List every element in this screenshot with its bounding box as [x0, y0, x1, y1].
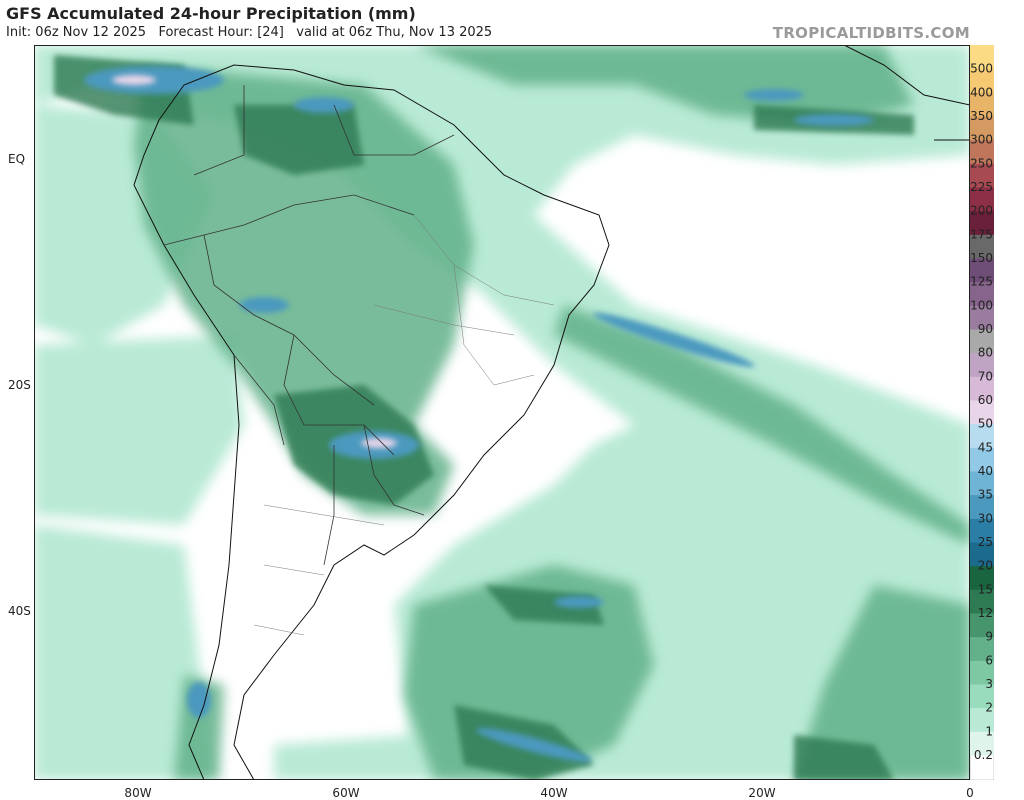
colorbar-swatch-125 — [970, 258, 994, 283]
colorbar-label-12: 12 — [978, 606, 993, 620]
colorbar-swatch-90 — [970, 305, 994, 330]
colorbar-swatch-250 — [970, 139, 994, 164]
colorbar-swatch-2 — [970, 684, 994, 709]
map-frame — [34, 45, 970, 780]
colorbar-label-200: 200 — [970, 204, 993, 218]
colorbar-label-225: 225 — [970, 180, 993, 194]
colorbar-label-3: 3 — [985, 677, 993, 691]
country-borders — [163, 85, 455, 566]
colorbar-swatch-225 — [970, 163, 994, 188]
colorbar-swatch-45 — [970, 423, 994, 448]
colorbar-swatch-35 — [970, 471, 994, 496]
colorbar-label-1: 1 — [985, 724, 993, 738]
colorbar-swatch-50 — [970, 400, 994, 425]
colorbar-label-40: 40 — [978, 464, 993, 478]
lon-label-40w: 40W — [540, 786, 568, 800]
map-title: GFS Accumulated 24-hour Precipitation (m… — [6, 4, 416, 23]
brand-watermark: TROPICALTIDBITS.COM — [772, 24, 970, 42]
colorbar-label-100: 100 — [970, 298, 993, 312]
colorbar-label-90: 90 — [978, 322, 993, 336]
colorbar-swatch-100 — [970, 281, 994, 306]
colorbar-label-45: 45 — [978, 440, 993, 454]
map-subtitle: Init: 06z Nov 12 2025 Forecast Hour: [24… — [6, 25, 493, 40]
colorbar-label-70: 70 — [978, 369, 993, 383]
lat-label-20s: 20S — [8, 378, 31, 392]
colorbar-below-threshold — [970, 754, 994, 780]
colorbar-swatch-70 — [970, 352, 994, 377]
colorbar-swatch-6 — [970, 636, 994, 661]
colorbar-label-60: 60 — [978, 393, 993, 407]
colorbar-swatch-80 — [970, 329, 994, 354]
colorbar-swatch-15 — [970, 565, 994, 590]
colorbar-swatch-500 — [970, 45, 994, 70]
lat-label-40s: 40S — [8, 604, 31, 618]
colorbar-label-30: 30 — [978, 511, 993, 525]
colorbar-label-15: 15 — [978, 582, 993, 596]
colorbar-swatch-400 — [970, 68, 994, 93]
state-borders — [253, 214, 555, 636]
colorbar-label-500: 500 — [970, 62, 993, 76]
lat-label-eq: EQ — [8, 152, 26, 166]
colorbar-label-9: 9 — [985, 630, 993, 644]
colorbar-label-300: 300 — [970, 133, 993, 147]
colorbar-swatch-30 — [970, 494, 994, 519]
colorbar-label-400: 400 — [970, 85, 993, 99]
lon-label-80w: 80W — [124, 786, 152, 800]
colorbar-label-25: 25 — [978, 535, 993, 549]
colorbar-swatch-1 — [970, 707, 994, 732]
colorbar-label-125: 125 — [970, 275, 993, 289]
colorbar-label-0p2: 0.2 — [974, 748, 993, 762]
colorbar-swatch-25 — [970, 518, 994, 543]
colorbar-label-6: 6 — [985, 653, 993, 667]
colorbar-label-80: 80 — [978, 346, 993, 360]
colorbar-label-35: 35 — [978, 488, 993, 502]
colorbar-swatch-40 — [970, 447, 994, 472]
colorbar-swatch-3 — [970, 660, 994, 685]
colorbar-label-20: 20 — [978, 559, 993, 573]
colorbar-label-150: 150 — [970, 251, 993, 265]
colorbar-label-2: 2 — [985, 701, 993, 715]
colorbar-swatch-350 — [970, 92, 994, 117]
colorbar-swatch-9 — [970, 613, 994, 638]
colorbar-swatch-300 — [970, 116, 994, 141]
coastlines — [133, 45, 970, 780]
colorbar-label-175: 175 — [970, 227, 993, 241]
colorbar-swatch-20 — [970, 542, 994, 567]
extreme-precip-layer — [112, 75, 397, 448]
colorbar-swatch-200 — [970, 187, 994, 212]
colorbar-label-50: 50 — [978, 417, 993, 431]
lon-label-0: 0 — [966, 786, 974, 800]
colorbar-swatch-0p2 — [970, 731, 994, 756]
colorbar-label-250: 250 — [970, 156, 993, 170]
lon-label-20w: 20W — [748, 786, 776, 800]
colorbar-swatch-150 — [970, 234, 994, 259]
colorbar-swatch-60 — [970, 376, 994, 401]
precipitation-map — [34, 45, 970, 780]
colorbar-swatch-12 — [970, 589, 994, 614]
lon-label-60w: 60W — [332, 786, 360, 800]
colorbar-swatch-175 — [970, 210, 994, 235]
colorbar-legend: 0.21236912152025303540455060708090100125… — [970, 45, 994, 780]
colorbar-label-350: 350 — [970, 109, 993, 123]
